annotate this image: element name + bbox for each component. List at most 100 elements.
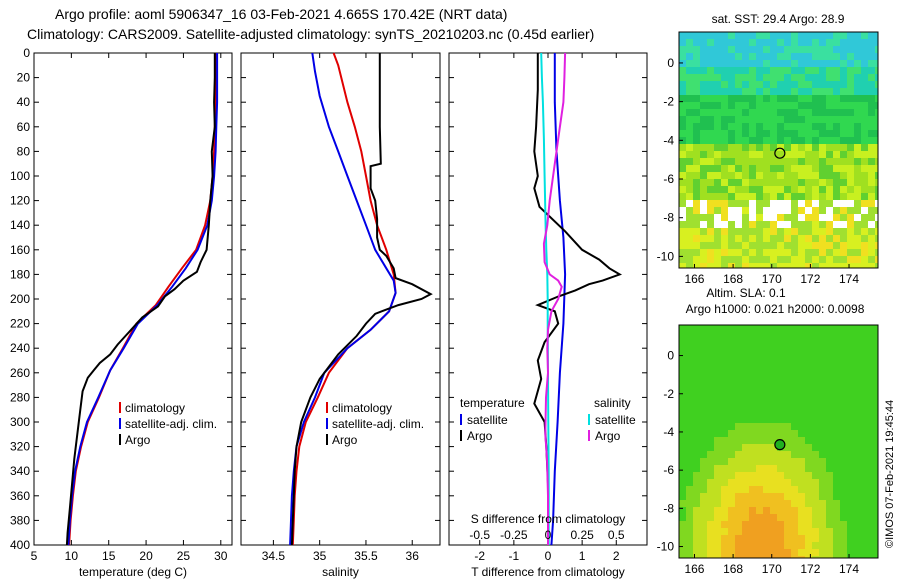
sla_map-cell [812, 360, 820, 368]
sla_map-cell [840, 479, 848, 487]
sla_map-cell [770, 360, 778, 368]
sst_map-cell [700, 221, 708, 229]
sst_map-cell [735, 158, 743, 166]
sla_map-cell [854, 332, 862, 340]
sla_map-cell [840, 472, 848, 480]
sst_map-cell [763, 256, 771, 264]
sla_map-cell [819, 556, 827, 559]
sst_map-cell [784, 242, 792, 250]
sst_map-cell [679, 67, 687, 75]
temperature-legend-label: climatology [125, 401, 185, 415]
sla_map-cell [868, 332, 876, 340]
sst_map-cell [847, 60, 855, 68]
sla_map-cell [742, 549, 750, 557]
sla_map-cell [749, 346, 757, 354]
sst_map-cell [840, 53, 848, 61]
sst_map-cell [721, 151, 729, 159]
sla_map-cell [847, 332, 855, 340]
sst_map-cell [686, 256, 694, 264]
sst_map-cell [714, 130, 722, 138]
sst_map-cell [826, 221, 834, 229]
sst_map-cell [791, 130, 799, 138]
sla_map-cell [756, 395, 764, 403]
sla_map-cell [770, 472, 778, 480]
sst_map-cell [756, 123, 764, 131]
depth-tick-label: 200 [10, 292, 30, 306]
temperature-xtick-label: 5 [31, 549, 38, 563]
sst_map-cell [875, 165, 879, 173]
sst_map-cell [805, 249, 813, 257]
sst_map-cell [714, 172, 722, 180]
sst_map-cell [854, 144, 862, 152]
sla_map-cell [840, 353, 848, 361]
sst_map-cell [791, 144, 799, 152]
temperature-legend-label: Argo [125, 433, 151, 447]
sla_map-cell [693, 409, 701, 417]
sst_map-cell [833, 179, 841, 187]
depth-tick-label: 360 [10, 489, 30, 503]
sst_map-cell [798, 130, 806, 138]
sst_map-cell [791, 235, 799, 243]
sla_map-cell [707, 479, 715, 487]
sla_map-cell [756, 346, 764, 354]
sla_map-cell [749, 465, 757, 473]
sla_map-cell [777, 339, 785, 347]
sst_map-cell [770, 144, 778, 152]
sla_map-cell [700, 367, 708, 375]
sst_map-cell [819, 60, 827, 68]
sst_map-cell [693, 193, 701, 201]
sla_map-cell [875, 514, 879, 522]
sst_map-cell [728, 144, 736, 152]
sst_map-cell [693, 249, 701, 257]
sla_map-cell [847, 416, 855, 424]
sst_map-cell [819, 39, 827, 47]
sla_map-cell [847, 535, 855, 543]
sla_map-cell [784, 493, 792, 501]
sla_map-cell [819, 353, 827, 361]
sst_map-cell [791, 242, 799, 250]
sla_map-cell [770, 500, 778, 508]
sst_map-cell [833, 123, 841, 131]
sla_map-cell [784, 395, 792, 403]
sst_map-cell [777, 242, 785, 250]
sla_map-cell [686, 437, 694, 445]
sla_map-cell [749, 556, 757, 559]
sla_map-cell [756, 402, 764, 410]
sla_map-cell [812, 374, 820, 382]
sst_map-cell [679, 165, 687, 173]
sla_map-cell [721, 465, 729, 473]
sst_map-cell [686, 235, 694, 243]
sst_map-cell [784, 53, 792, 61]
sst_map-cell [679, 88, 687, 96]
sst_map-cell [749, 32, 757, 40]
sst_map-cell [833, 214, 841, 222]
sst_map-cell [833, 242, 841, 250]
sla_map-cell [812, 542, 820, 550]
sst_map-cell [742, 172, 750, 180]
sla_map-cell [847, 472, 855, 480]
sst_map-cell [840, 151, 848, 159]
sla_map-cell [714, 465, 722, 473]
sst_map-cell [812, 81, 820, 89]
sst_map-cell [861, 235, 869, 243]
sst_map-cell [756, 249, 764, 257]
sst_map-cell [777, 165, 785, 173]
sst_map-cell [833, 53, 841, 61]
sst_map-cell [798, 74, 806, 82]
sst_map-cell [833, 193, 841, 201]
sla_map-cell [868, 409, 876, 417]
sst_map-cell [707, 221, 715, 229]
sla_map-cell [693, 388, 701, 396]
sst_map-cell [770, 228, 778, 236]
difference-xtick-label: -2 [474, 549, 485, 563]
sla_map-cell [826, 493, 834, 501]
sst_map-cell [875, 137, 879, 145]
sla_map-cell [798, 535, 806, 543]
sst_map-cell [819, 200, 827, 208]
sla_map-cell [819, 521, 827, 529]
sla_map-cell [826, 437, 834, 445]
sla_map-cell [714, 500, 722, 508]
sla_map-cell [728, 479, 736, 487]
sla_map-cell [777, 556, 785, 559]
sst_map-cell [784, 228, 792, 236]
